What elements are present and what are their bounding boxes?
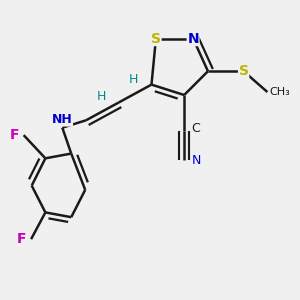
Text: F: F — [17, 232, 27, 246]
Text: NH: NH — [52, 113, 73, 126]
Text: S: S — [151, 32, 161, 46]
Text: CH₃: CH₃ — [269, 87, 290, 97]
Text: N: N — [187, 32, 199, 46]
Text: N: N — [192, 154, 201, 167]
Text: S: S — [238, 64, 249, 78]
Text: F: F — [10, 128, 19, 142]
Text: C: C — [192, 122, 200, 135]
Text: H: H — [128, 73, 138, 85]
Text: H: H — [96, 90, 106, 103]
